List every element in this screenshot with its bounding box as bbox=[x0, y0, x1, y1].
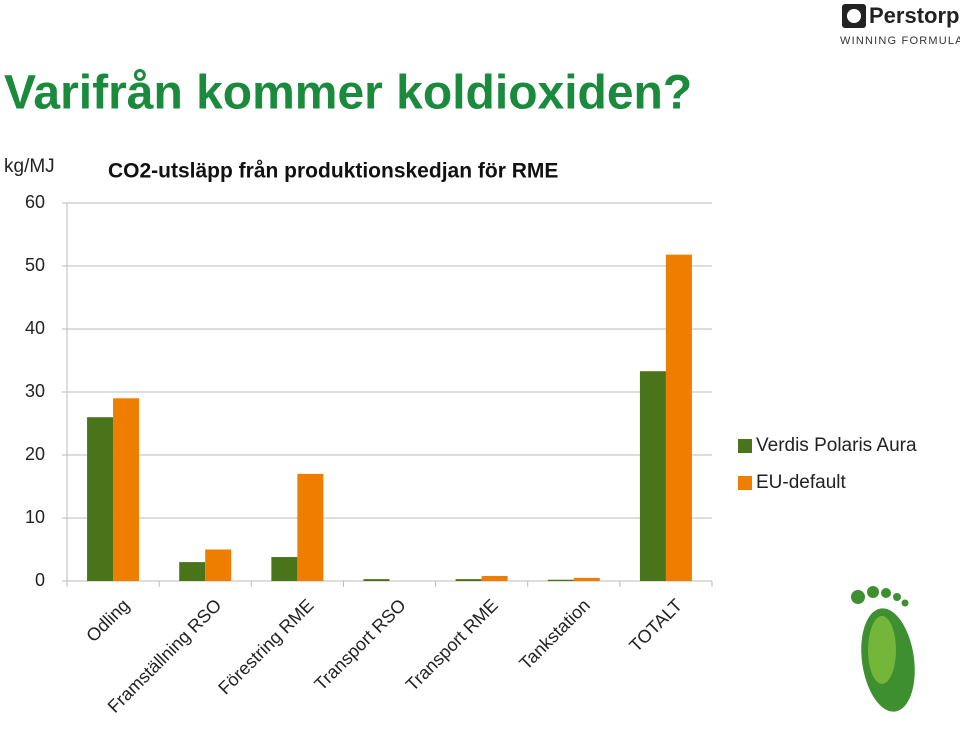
slide-title: Varifrån kommer koldioxiden? bbox=[4, 67, 692, 120]
bar bbox=[205, 549, 232, 581]
bar bbox=[113, 398, 140, 581]
bar bbox=[271, 557, 298, 581]
bar bbox=[547, 579, 574, 581]
y-axis-label: kg/MJ bbox=[4, 156, 55, 177]
x-tick-label: TOTALT bbox=[625, 595, 686, 656]
footprint bbox=[851, 586, 915, 712]
y-tick-label: 10 bbox=[25, 507, 45, 527]
y-tick-label: 0 bbox=[35, 570, 45, 590]
y-tick-label: 40 bbox=[25, 318, 45, 338]
legend-label: Verdis Polaris Aura bbox=[756, 435, 917, 456]
bar bbox=[455, 579, 482, 581]
chart-title: CO2-utsläpp från produktionskedjan för R… bbox=[108, 160, 558, 183]
x-tick-label: Tankstation bbox=[515, 595, 594, 674]
logo-name: Perstorp bbox=[869, 3, 959, 28]
x-tick-label: Förestring RME bbox=[214, 595, 317, 698]
bar bbox=[179, 562, 206, 581]
logo-tagline: WINNING FORMULAS bbox=[840, 35, 960, 47]
bar bbox=[665, 254, 692, 581]
bar bbox=[297, 473, 324, 581]
legend-label: EU-default bbox=[756, 472, 846, 493]
bar bbox=[363, 579, 390, 581]
legend-swatch bbox=[738, 439, 752, 453]
logo-mark-inner bbox=[847, 9, 861, 23]
x-tick-label: Transport RSO bbox=[310, 595, 409, 694]
y-tick-label: 50 bbox=[25, 255, 45, 275]
y-tick-label: 60 bbox=[25, 192, 45, 212]
y-tick-label: 20 bbox=[25, 444, 45, 464]
x-tick-label: Odling bbox=[82, 595, 133, 646]
legend-swatch bbox=[738, 476, 752, 490]
x-tick-label: Transport RME bbox=[402, 595, 502, 695]
bar bbox=[87, 417, 114, 581]
bar bbox=[481, 575, 508, 581]
bar bbox=[573, 577, 600, 581]
y-tick-label: 30 bbox=[25, 381, 45, 401]
bar bbox=[639, 371, 666, 581]
